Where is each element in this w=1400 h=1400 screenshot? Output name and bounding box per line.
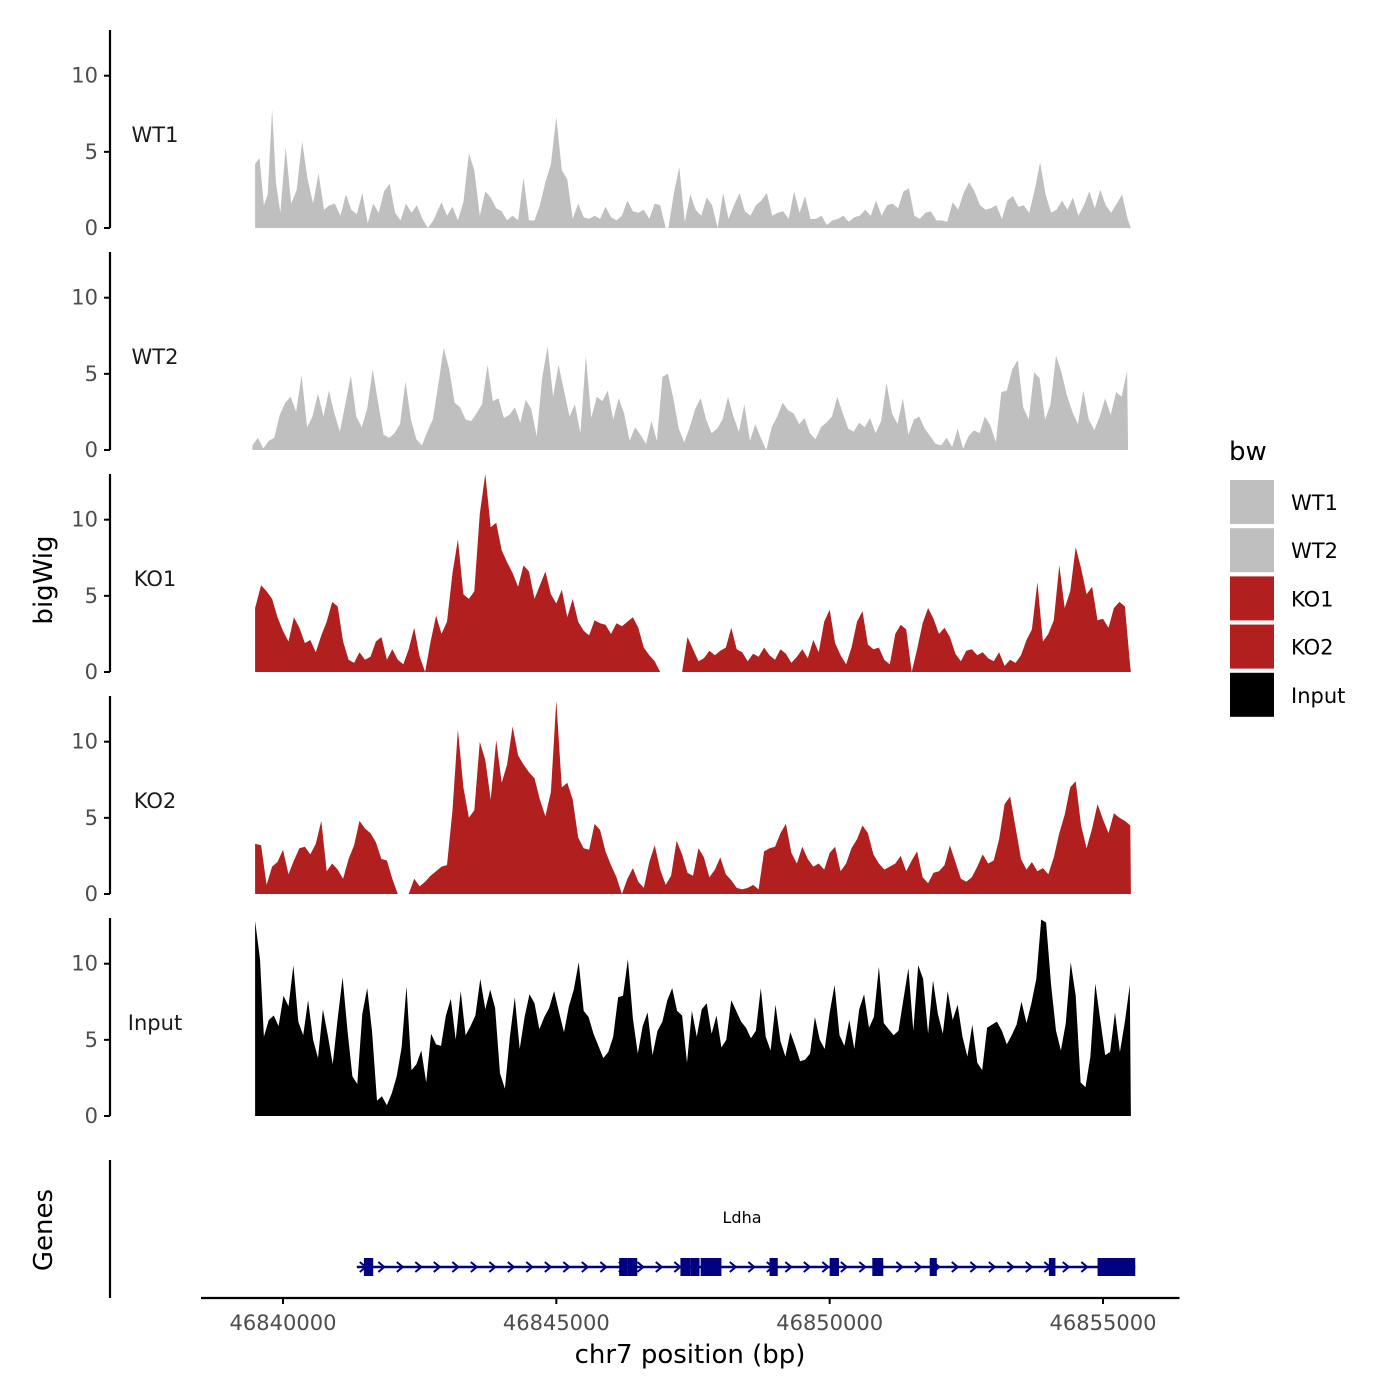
strand-arrow bbox=[988, 1261, 997, 1273]
strand-arrow bbox=[451, 1261, 460, 1273]
strand-arrow bbox=[1006, 1261, 1015, 1273]
track-label: KO1 bbox=[134, 567, 177, 591]
y-tick-label: 0 bbox=[85, 216, 98, 240]
y-tick-label: 0 bbox=[85, 438, 98, 462]
track-input: 0 5 10 Input bbox=[71, 918, 1131, 1128]
strand-arrow bbox=[1062, 1261, 1071, 1273]
strand-arrow bbox=[470, 1261, 479, 1273]
strand-arrow bbox=[747, 1261, 756, 1273]
legend-label-ko2: KO2 bbox=[1291, 636, 1334, 660]
legend-swatch-ko2 bbox=[1230, 624, 1274, 669]
strand-arrow bbox=[488, 1261, 497, 1273]
gene-exon bbox=[769, 1258, 778, 1276]
gene-exon bbox=[872, 1258, 884, 1276]
legend-swatch-wt2 bbox=[1230, 528, 1274, 573]
y-tick-label: 5 bbox=[85, 1028, 98, 1052]
x-tick-label: 46840000 bbox=[230, 1311, 337, 1335]
strand-arrow bbox=[840, 1261, 849, 1273]
y-axis-title: bigWig bbox=[29, 535, 59, 624]
y-tick-label: 0 bbox=[85, 660, 98, 684]
legend: bw WT1 WT2 KO1 KO2 Input bbox=[1229, 437, 1345, 717]
strand-arrow bbox=[599, 1261, 608, 1273]
strand-arrow bbox=[636, 1261, 645, 1273]
strand-arrow bbox=[821, 1261, 830, 1273]
y-tick-label: 5 bbox=[85, 362, 98, 386]
strand-arrow bbox=[414, 1261, 423, 1273]
legend-label-wt2: WT2 bbox=[1291, 539, 1338, 563]
y-tick-label: 10 bbox=[71, 286, 98, 310]
strand-arrow bbox=[581, 1261, 590, 1273]
strand-arrow bbox=[673, 1261, 682, 1273]
strand-arrow bbox=[969, 1261, 978, 1273]
gene-exon bbox=[1097, 1258, 1136, 1276]
legend-swatch-wt1 bbox=[1230, 480, 1274, 524]
coverage-area-wt2 bbox=[252, 346, 1129, 450]
gene-exon bbox=[680, 1258, 691, 1276]
gene-exon bbox=[363, 1258, 374, 1276]
coverage-area-input bbox=[255, 919, 1131, 1116]
strand-arrow bbox=[1025, 1261, 1034, 1273]
track-label: WT1 bbox=[132, 123, 179, 147]
legend-swatch-input bbox=[1230, 672, 1274, 717]
legend-label-input: Input bbox=[1291, 684, 1345, 708]
coverage-area-ko2 bbox=[255, 700, 1131, 894]
gene-exon bbox=[700, 1258, 722, 1276]
y-tick-label: 10 bbox=[71, 508, 98, 532]
x-tick-label: 46845000 bbox=[503, 1311, 610, 1335]
coverage-tracks: 0 5 10 WT1 0 5 10 WT2 0 5 10 KO1 0 5 10 KO2 0 5 10 Input bbox=[71, 30, 1131, 1128]
coverage-area-ko1 bbox=[255, 474, 1131, 672]
y-tick-label: 10 bbox=[71, 952, 98, 976]
legend-swatch-ko1 bbox=[1230, 576, 1274, 621]
strand-arrow bbox=[544, 1261, 553, 1273]
y-tick-label: 10 bbox=[71, 64, 98, 88]
strand-arrow bbox=[803, 1261, 812, 1273]
legend-label-wt1: WT1 bbox=[1291, 491, 1338, 515]
y-tick-label: 10 bbox=[71, 730, 98, 754]
track-ko2: 0 5 10 KO2 bbox=[71, 696, 1131, 906]
track-wt2: 0 5 10 WT2 bbox=[71, 252, 1129, 462]
x-axis: 46840000 46845000 46850000 46855000 bbox=[201, 1296, 1180, 1335]
strand-arrow bbox=[396, 1261, 405, 1273]
track-ko1: 0 5 10 KO1 bbox=[71, 474, 1131, 684]
x-axis-title: chr7 position (bp) bbox=[575, 1340, 806, 1370]
strand-arrow bbox=[784, 1261, 793, 1273]
gene-exon bbox=[627, 1258, 638, 1276]
gene-exon bbox=[1048, 1258, 1056, 1276]
strand-arrow bbox=[655, 1261, 664, 1273]
strand-arrow bbox=[377, 1261, 386, 1273]
gene-exon bbox=[929, 1258, 937, 1276]
strand-arrow bbox=[525, 1261, 534, 1273]
y-tick-label: 5 bbox=[85, 806, 98, 830]
strand-arrow bbox=[1080, 1261, 1089, 1273]
y-tick-label: 5 bbox=[85, 140, 98, 164]
legend-title: bw bbox=[1229, 437, 1267, 467]
strand-arrow bbox=[895, 1261, 904, 1273]
gene-exon bbox=[619, 1258, 628, 1276]
gene-exon bbox=[829, 1258, 839, 1276]
strand-arrow bbox=[729, 1261, 738, 1273]
gene-exon bbox=[690, 1258, 700, 1276]
strand-arrow bbox=[951, 1261, 960, 1273]
y-tick-label: 5 bbox=[85, 584, 98, 608]
track-label: Input bbox=[128, 1011, 182, 1035]
legend-label-ko1: KO1 bbox=[1291, 587, 1334, 611]
strand-arrow bbox=[507, 1261, 516, 1273]
strand-arrow bbox=[858, 1261, 867, 1273]
y-tick-label: 0 bbox=[85, 882, 98, 906]
strand-arrow bbox=[562, 1261, 571, 1273]
x-tick-label: 46850000 bbox=[776, 1311, 883, 1335]
track-label: KO2 bbox=[134, 789, 177, 813]
strand-arrow bbox=[433, 1261, 442, 1273]
track-wt1: 0 5 10 WT1 bbox=[71, 30, 1131, 240]
gene-label: Ldha bbox=[723, 1208, 762, 1227]
x-tick-label: 46855000 bbox=[1050, 1311, 1157, 1335]
genes-panel: Ldha bbox=[108, 1160, 1136, 1298]
track-label: WT2 bbox=[132, 345, 179, 369]
coverage-area-wt1 bbox=[255, 109, 1131, 228]
genes-axis-title: Genes bbox=[29, 1189, 59, 1271]
y-tick-label: 0 bbox=[85, 1104, 98, 1128]
strand-arrow bbox=[914, 1261, 923, 1273]
